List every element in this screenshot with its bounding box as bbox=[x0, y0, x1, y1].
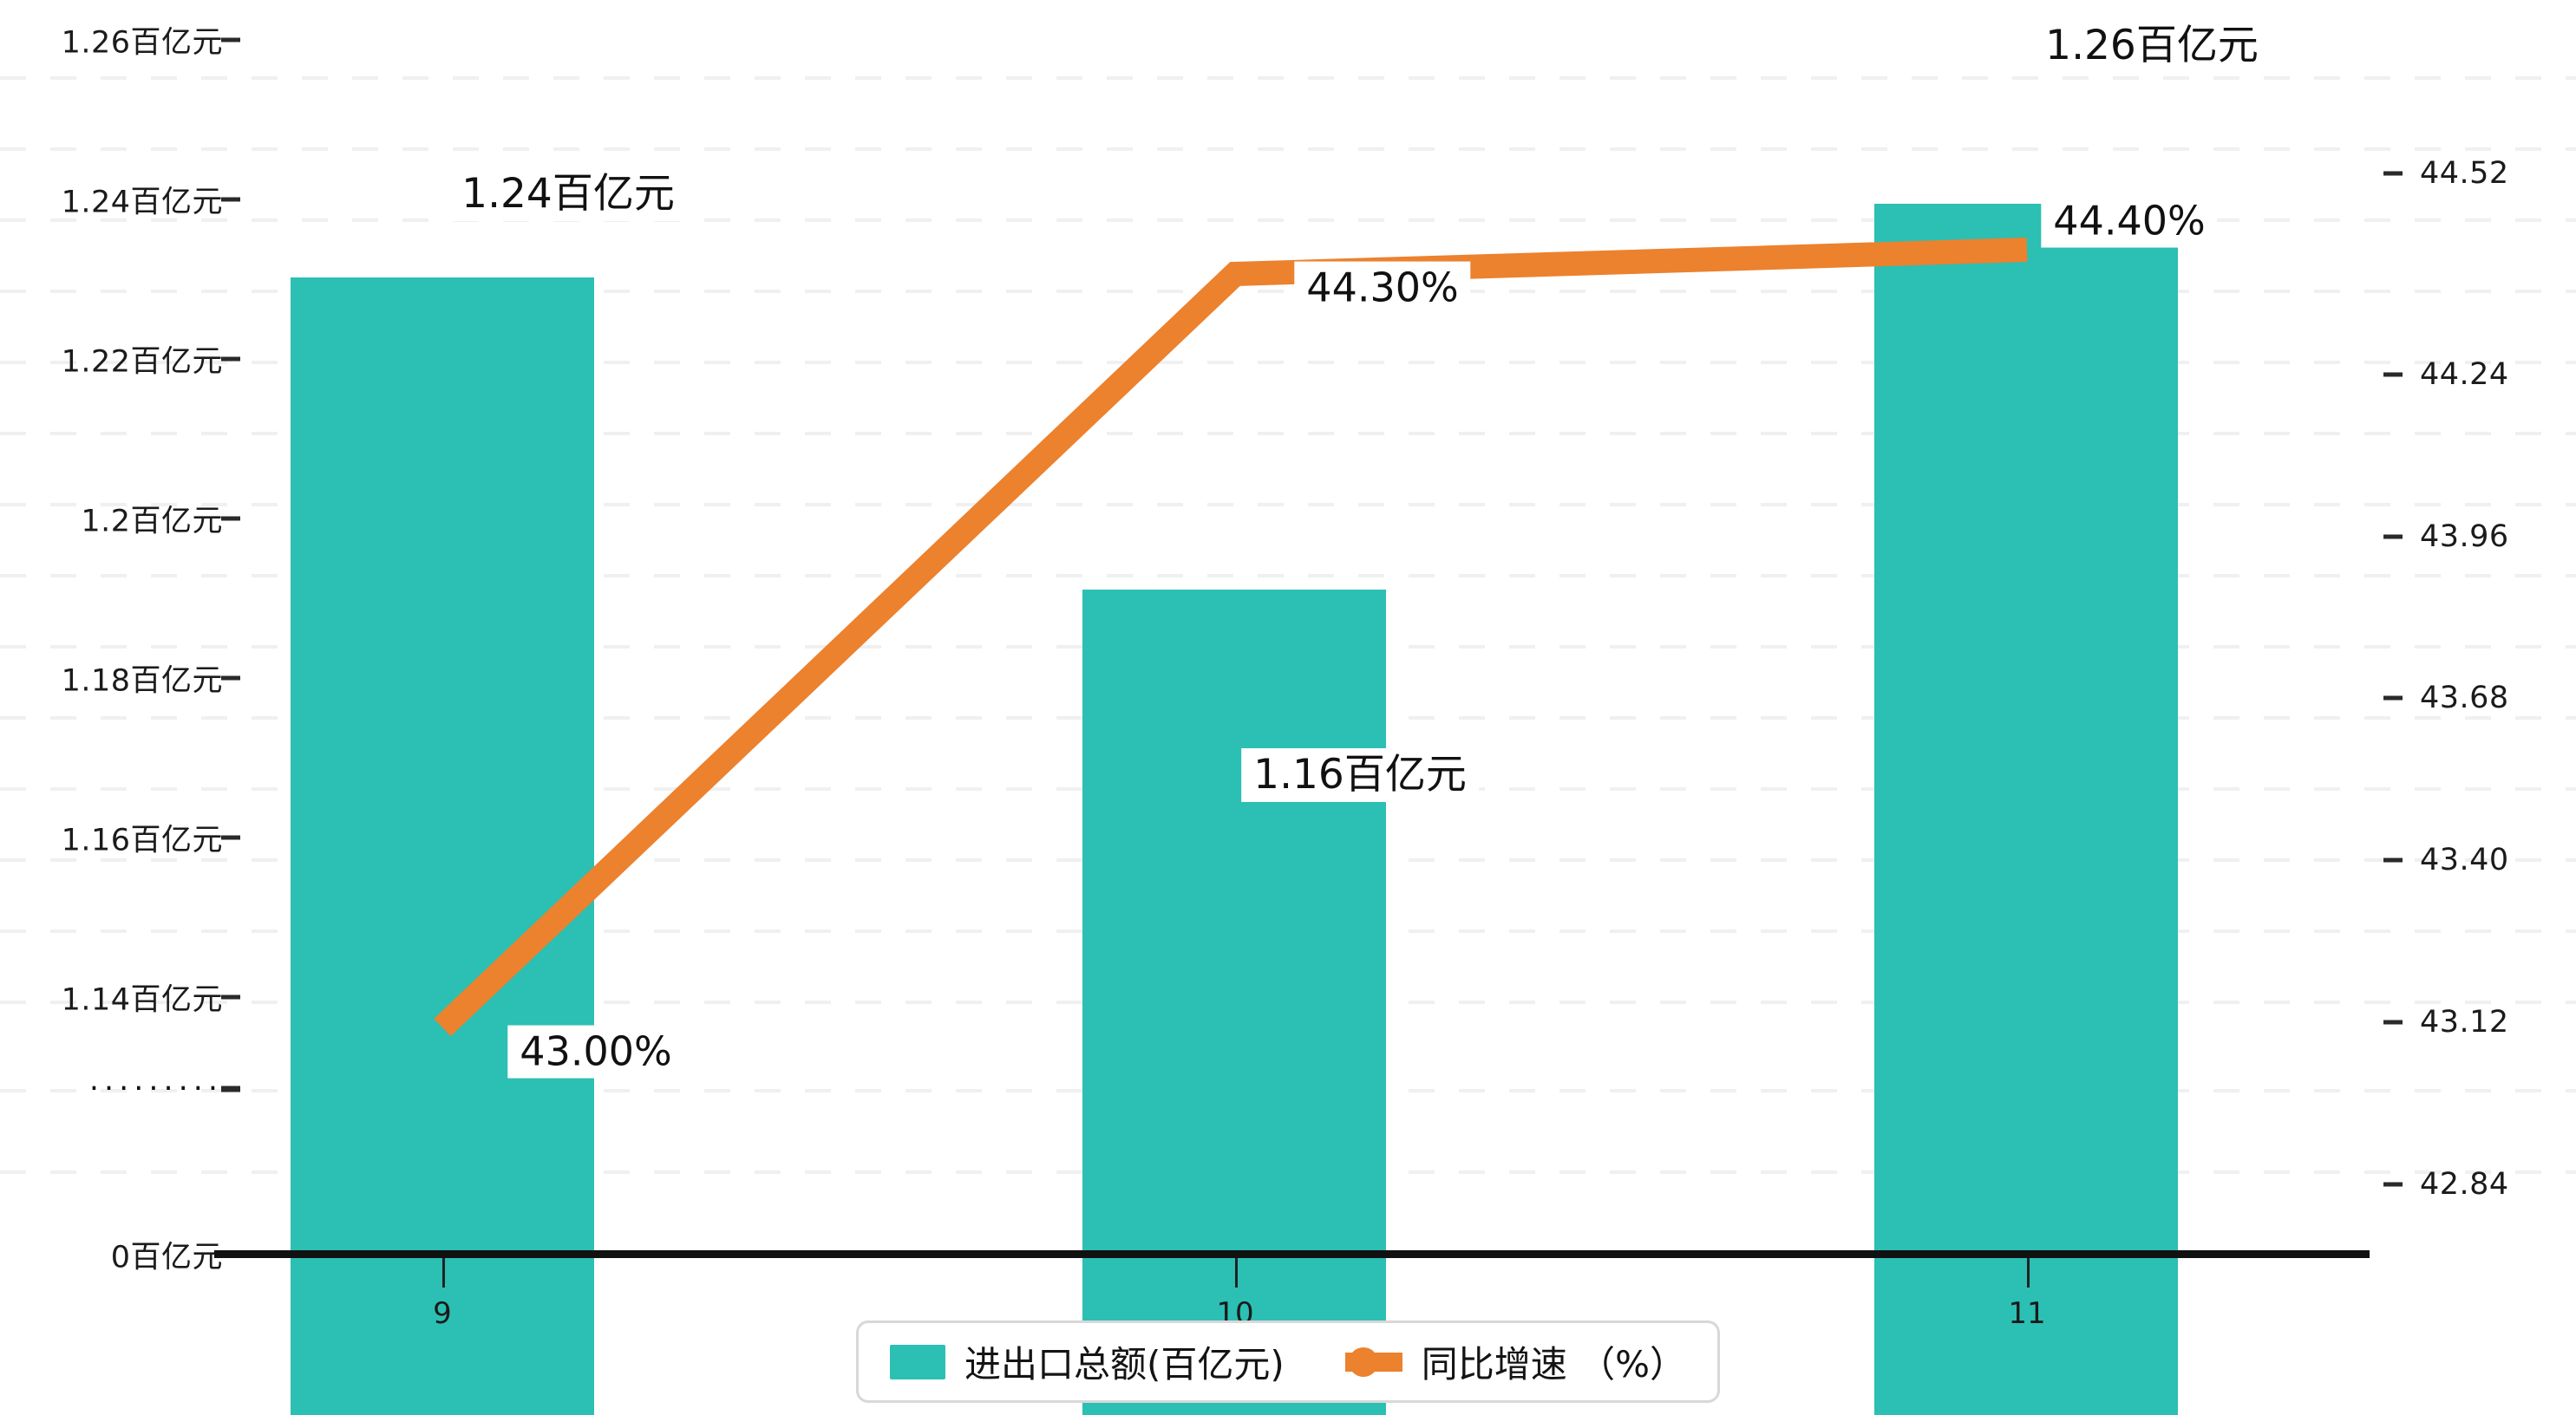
bar-value-label: 1.16百亿元 bbox=[1241, 747, 1479, 803]
y-axis-right-label: 44.52 bbox=[2420, 156, 2509, 191]
line-value-label: 44.40% bbox=[2041, 194, 2218, 248]
legend-item-bar-series[interactable]: 进出口总额(百亿元) bbox=[889, 1335, 1285, 1388]
bar-series-point-0[interactable] bbox=[291, 277, 594, 1415]
bar-series-point-2[interactable] bbox=[1874, 204, 2178, 1415]
gridline bbox=[0, 76, 2576, 80]
bar-swatch-icon bbox=[889, 1344, 945, 1379]
bar-value-label: 1.26百亿元 bbox=[2033, 18, 2271, 74]
y-tick-right bbox=[2383, 534, 2403, 539]
y-axis-left-label: 1.14百亿元 bbox=[61, 982, 223, 1018]
legend-label: 同比增速 （%） bbox=[1421, 1343, 1687, 1386]
y-tick-right bbox=[2383, 372, 2403, 377]
gridline bbox=[0, 218, 2576, 222]
line-swatch-icon bbox=[1344, 1347, 1402, 1377]
y-tick-left bbox=[221, 835, 240, 840]
y-axis-left-label: 1.26百亿元 bbox=[61, 25, 223, 61]
x-tick bbox=[1235, 1258, 1238, 1288]
y-axis-left-label: 1.22百亿元 bbox=[61, 344, 223, 380]
gridline bbox=[0, 147, 2576, 151]
legend: 进出口总额(百亿元) 同比增速 （%） bbox=[855, 1320, 1721, 1403]
y-axis-left-label: 1.16百亿元 bbox=[61, 823, 223, 858]
x-axis-line bbox=[214, 1250, 2370, 1258]
y-axis-break-label: ········· bbox=[88, 1072, 223, 1106]
x-axis-tick-label: 11 bbox=[2008, 1296, 2046, 1331]
x-tick bbox=[2027, 1258, 2030, 1288]
y-axis-right-label: 42.84 bbox=[2420, 1167, 2509, 1202]
y-axis-right-label: 43.12 bbox=[2420, 1005, 2509, 1040]
y-axis-right-label: 43.40 bbox=[2420, 843, 2509, 877]
y-tick-left bbox=[221, 356, 240, 362]
x-axis-tick-label: 9 bbox=[433, 1296, 452, 1331]
y-tick-left-break bbox=[221, 1086, 240, 1092]
legend-label: 进出口总额(百亿元) bbox=[964, 1343, 1285, 1386]
bar-series-point-1[interactable] bbox=[1082, 590, 1386, 1415]
y-tick-left bbox=[221, 994, 240, 1000]
line-value-label: 44.30% bbox=[1294, 261, 1471, 315]
y-axis-left-label: 1.2百亿元 bbox=[81, 504, 223, 539]
y-tick-right bbox=[2383, 857, 2403, 863]
y-tick-right bbox=[2383, 1182, 2403, 1187]
y-axis-right-label: 44.24 bbox=[2420, 357, 2509, 392]
y-axis-left-label: 0百亿元 bbox=[110, 1240, 223, 1275]
y-axis-right-label: 43.68 bbox=[2420, 681, 2509, 715]
y-tick-left bbox=[221, 675, 240, 681]
legend-item-line-series[interactable]: 同比增速 （%） bbox=[1344, 1335, 1687, 1388]
y-axis-right-label: 43.96 bbox=[2420, 519, 2509, 554]
line-swatch-dot-icon bbox=[1348, 1347, 1378, 1377]
y-tick-right bbox=[2383, 1020, 2403, 1025]
y-tick-left bbox=[221, 516, 240, 521]
bar-value-label: 1.24百亿元 bbox=[449, 166, 687, 222]
line-value-label: 43.00% bbox=[507, 1025, 684, 1079]
y-tick-right bbox=[2383, 695, 2403, 701]
x-tick bbox=[442, 1258, 445, 1288]
y-tick-left bbox=[221, 197, 240, 202]
y-tick-left bbox=[221, 37, 240, 42]
y-axis-left-label: 1.24百亿元 bbox=[61, 185, 223, 220]
y-axis-left-label: 1.18百亿元 bbox=[61, 663, 223, 699]
y-tick-right bbox=[2383, 171, 2403, 176]
